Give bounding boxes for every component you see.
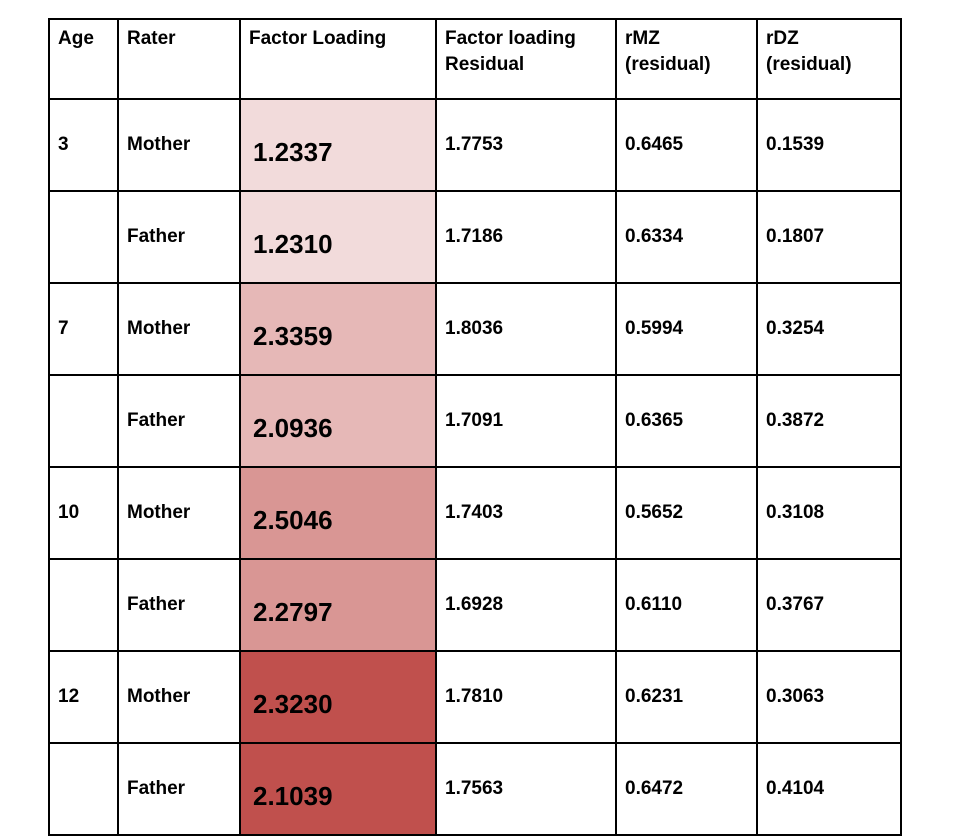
rmz-cell: 0.6472 — [615, 742, 758, 836]
rmz-cell: 0.5994 — [615, 282, 758, 376]
rater-cell: Mother — [117, 650, 241, 744]
rater-cell: Father — [117, 558, 241, 652]
factor-loading-residual-cell: 1.7186 — [435, 190, 617, 284]
table-row: 10 Mother 2.5046 1.7403 0.5652 0.3108 — [48, 466, 902, 560]
rmz-cell: 0.6334 — [615, 190, 758, 284]
table-row: 12 Mother 2.3230 1.7810 0.6231 0.3063 — [48, 650, 902, 744]
age-cell — [48, 374, 119, 468]
factor-loading-residual-cell: 1.7091 — [435, 374, 617, 468]
age-cell: 3 — [48, 98, 119, 192]
factor-loading-residual-cell: 1.8036 — [435, 282, 617, 376]
factor-loading-residual-cell: 1.6928 — [435, 558, 617, 652]
factor-loading-cell: 2.2797 — [239, 558, 437, 652]
header-rater: Rater — [117, 18, 241, 100]
rater-cell: Mother — [117, 98, 241, 192]
table-row: Father 1.2310 1.7186 0.6334 0.1807 — [48, 190, 902, 284]
header-age: Age — [48, 18, 119, 100]
header-rdz: rDZ (residual) — [756, 18, 902, 100]
factor-loading-residual-cell: 1.7563 — [435, 742, 617, 836]
header-factor-loading: Factor Loading — [239, 18, 437, 100]
rdz-cell: 0.1539 — [756, 98, 902, 192]
table-row: Father 2.1039 1.7563 0.6472 0.4104 — [48, 742, 902, 836]
rmz-cell: 0.6110 — [615, 558, 758, 652]
factor-loading-residual-cell: 1.7810 — [435, 650, 617, 744]
factor-loading-cell: 2.0936 — [239, 374, 437, 468]
age-cell: 7 — [48, 282, 119, 376]
factor-loading-cell: 2.3230 — [239, 650, 437, 744]
factor-loading-cell: 1.2337 — [239, 98, 437, 192]
header-row: Age Rater Factor Loading Factor loading … — [48, 18, 902, 100]
factor-loading-cell: 2.1039 — [239, 742, 437, 836]
age-cell — [48, 558, 119, 652]
rmz-cell: 0.6365 — [615, 374, 758, 468]
rdz-cell: 0.3872 — [756, 374, 902, 468]
factor-loading-residual-cell: 1.7403 — [435, 466, 617, 560]
rdz-cell: 0.3108 — [756, 466, 902, 560]
age-cell — [48, 742, 119, 836]
rdz-cell: 0.3254 — [756, 282, 902, 376]
rmz-cell: 0.6465 — [615, 98, 758, 192]
rater-cell: Mother — [117, 282, 241, 376]
rater-cell: Mother — [117, 466, 241, 560]
age-cell — [48, 190, 119, 284]
rmz-cell: 0.6231 — [615, 650, 758, 744]
rdz-cell: 0.3767 — [756, 558, 902, 652]
rater-cell: Father — [117, 190, 241, 284]
table-row: Father 2.0936 1.7091 0.6365 0.3872 — [48, 374, 902, 468]
rmz-cell: 0.5652 — [615, 466, 758, 560]
factor-loading-residual-cell: 1.7753 — [435, 98, 617, 192]
age-cell: 10 — [48, 466, 119, 560]
header-rmz: rMZ (residual) — [615, 18, 758, 100]
factor-loading-cell: 2.3359 — [239, 282, 437, 376]
table-body: 3 Mother 1.2337 1.7753 0.6465 0.1539 Father 1.2… — [48, 98, 902, 836]
factor-loading-cell: 1.2310 — [239, 190, 437, 284]
rater-cell: Father — [117, 742, 241, 836]
rdz-cell: 0.3063 — [756, 650, 902, 744]
table-row: 7 Mother 2.3359 1.8036 0.5994 0.3254 — [48, 282, 902, 376]
rdz-cell: 0.1807 — [756, 190, 902, 284]
table-row: 3 Mother 1.2337 1.7753 0.6465 0.1539 — [48, 98, 902, 192]
factor-loading-cell: 2.5046 — [239, 466, 437, 560]
factor-loading-table: Age Rater Factor Loading Factor loading … — [48, 18, 902, 836]
table-row: Father 2.2797 1.6928 0.6110 0.3767 — [48, 558, 902, 652]
header-factor-loading-residual: Factor loading Residual — [435, 18, 617, 100]
rdz-cell: 0.4104 — [756, 742, 902, 836]
age-cell: 12 — [48, 650, 119, 744]
rater-cell: Father — [117, 374, 241, 468]
